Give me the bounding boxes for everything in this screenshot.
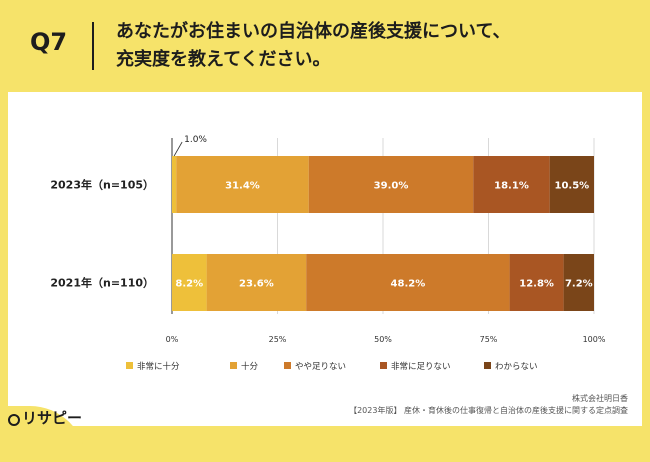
brand-logo-text: リサピー xyxy=(8,407,82,428)
bar-segment xyxy=(172,156,177,213)
legend-swatch xyxy=(230,362,237,369)
data-label: 18.1% xyxy=(494,181,529,192)
x-tick-label: 100% xyxy=(583,335,606,344)
legend-swatch xyxy=(484,362,491,369)
bar-segment xyxy=(509,254,564,311)
bar-segment xyxy=(206,254,307,311)
legend-label: わからない xyxy=(495,362,538,372)
category-label: 2023年（n=105） xyxy=(50,178,154,192)
bar-segment xyxy=(176,156,309,213)
company-credit: 株式会社明日香 xyxy=(572,394,628,403)
question-title: あなたがお住まいの自治体の産後支援について、 充実度を教えてください。 xyxy=(116,18,636,74)
legend-swatch xyxy=(126,362,133,369)
chart-panel: 0% 25% 50% 75% 100% 2023年（n=105） 1.0% 31.4% 39.0… xyxy=(8,92,642,426)
legend-swatch xyxy=(284,362,291,369)
data-label: 48.2% xyxy=(391,279,426,290)
data-label: 23.6% xyxy=(239,279,274,290)
survey-source: 【2023年版】 産休・育休後の仕事復帰と自治体の産後支援に関する定点調査 xyxy=(349,406,628,415)
bar-segment xyxy=(549,156,594,213)
data-label-leader xyxy=(173,141,183,157)
data-label: 7.2% xyxy=(565,279,593,290)
x-tick-label: 0% xyxy=(166,335,179,344)
data-label: 1.0% xyxy=(184,135,207,145)
x-tick-label: 25% xyxy=(269,335,287,344)
data-label: 39.0% xyxy=(374,181,409,192)
question-number: Q7 xyxy=(30,28,68,56)
header: Q7 あなたがお住まいの自治体の産後支援について、 充実度を教えてください。 xyxy=(0,0,650,92)
x-tick-label: 75% xyxy=(480,335,498,344)
data-label: 8.2% xyxy=(175,279,203,290)
bar-segment xyxy=(563,254,594,311)
bar-segment xyxy=(306,254,510,311)
x-tick-label: 50% xyxy=(374,335,392,344)
category-label: 2021年（n=110） xyxy=(50,276,154,290)
legend-label: 十分 xyxy=(241,361,259,372)
bar-segment xyxy=(172,254,207,311)
bar-segment xyxy=(473,156,550,213)
data-label: 31.4% xyxy=(225,181,260,192)
question-title-line-2: 充実度を教えてください。 xyxy=(116,49,331,70)
logo-mark-icon xyxy=(8,414,20,426)
question-title-line-1: あなたがお住まいの自治体の産後支援について、 xyxy=(116,21,511,42)
header-divider xyxy=(92,22,94,70)
legend-swatch xyxy=(380,362,387,369)
stacked-bar-chart: 0% 25% 50% 75% 100% 2023年（n=105） 1.0% 31.4% 39.0… xyxy=(50,135,606,372)
data-label: 12.8% xyxy=(519,279,554,290)
data-label: 10.5% xyxy=(554,181,589,192)
legend-label: やや足りない xyxy=(295,362,346,372)
legend-label: 非常に足りない xyxy=(391,361,451,372)
bar-segment xyxy=(308,156,474,213)
legend-label: 非常に十分 xyxy=(137,361,180,372)
logo-label: リサピー xyxy=(22,409,83,427)
